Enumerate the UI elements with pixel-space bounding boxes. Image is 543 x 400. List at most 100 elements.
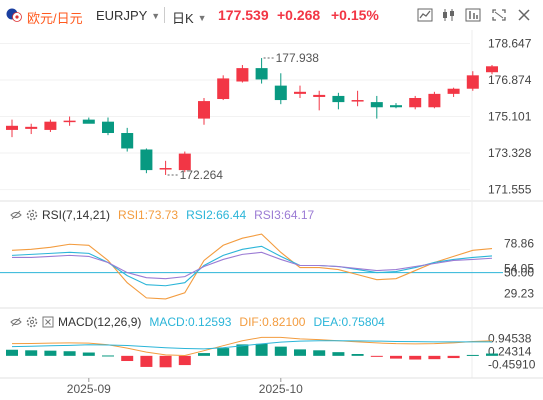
timeframe-label: 日K [172, 11, 194, 26]
dif-value: DIF:0.82100 [239, 315, 306, 329]
rsi-line-rsi1 [11, 233, 493, 300]
price-tick-label: 175.101 [488, 110, 532, 124]
delete-indicator-icon[interactable] [42, 316, 54, 328]
candle-body [332, 95, 345, 103]
candle-body [140, 149, 153, 171]
macd-dif-line [11, 336, 493, 356]
symbol-selector[interactable]: EURJPY ▼ [96, 8, 160, 23]
macd-histogram-bar [25, 350, 38, 356]
macd-histogram-bar [428, 355, 441, 360]
macd-histogram-bar [409, 355, 422, 360]
price-tick-label: 171.555 [488, 183, 532, 197]
macd-histogram-bar [217, 348, 230, 356]
macd-title: MACD(12,26,9) [58, 315, 142, 329]
candle-body [236, 68, 249, 82]
timeframe-selector[interactable]: 日K ▼ [172, 8, 207, 27]
macd-histogram-bar [63, 351, 76, 356]
candle-body [217, 78, 230, 100]
symbol-code: EURJPY [96, 8, 148, 23]
rsi3-value: RSI3:64.17 [254, 208, 315, 222]
candle-body [428, 93, 441, 108]
macd-histogram-bar [332, 352, 345, 356]
indicator-settings-icon[interactable] [26, 316, 38, 328]
macd-histogram-bar [351, 354, 364, 356]
hide-indicator-icon[interactable] [10, 316, 22, 328]
price-tick-label: 176.874 [488, 73, 532, 87]
rsi2-value: RSI2:66.44 [186, 208, 247, 222]
chevron-down-icon: ▼ [197, 12, 207, 23]
macd-tick-label: 0.24314 [488, 344, 532, 358]
candle-body [178, 153, 191, 171]
macd-histogram-bar [198, 353, 210, 356]
chevron-down-icon: ▼ [151, 10, 161, 21]
max-price-annotation: 177.938 [276, 51, 320, 65]
candle-body [25, 126, 38, 129]
line-chart-icon[interactable] [417, 8, 433, 22]
fullscreen-icon[interactable] [491, 8, 507, 22]
candle-body [486, 66, 498, 73]
rsi-tick-label: 78.86 [504, 236, 534, 250]
header-bar: 欧元/日元 EURJPY ▼ 日K ▼ 177.539 +0.268 +0.15… [0, 0, 543, 30]
candle-body [351, 100, 364, 102]
candle-body [63, 120, 76, 123]
macd-histogram-bar [82, 352, 95, 356]
price-tick-label: 178.647 [488, 36, 532, 50]
macd-histogram-bar [390, 355, 402, 359]
candle-body [82, 119, 95, 124]
candle-body [6, 125, 18, 130]
indicator-settings-icon[interactable] [26, 209, 38, 221]
macd-histogram-bar [313, 350, 326, 356]
rsi-label-row: RSI(7,14,21) RSI1:73.73 RSI2:66.44 RSI3:… [10, 208, 314, 222]
candle-body [370, 102, 383, 108]
macd-tick-label: 0.94538 [488, 331, 532, 345]
macd-histogram-bar [236, 344, 249, 356]
macd-histogram-bar [447, 355, 460, 359]
candle-body [274, 85, 287, 101]
macd-histogram-bar [140, 355, 153, 367]
macd-histogram-bar [294, 349, 306, 356]
price-change: +0.268 [277, 7, 321, 23]
x-tick-label: 2025-10 [259, 382, 303, 396]
rsi-line-rsi2 [11, 245, 493, 287]
macd-histogram-bar [44, 350, 57, 356]
candle-body [255, 68, 268, 80]
hide-indicator-icon[interactable] [10, 209, 22, 221]
candle-body [390, 105, 402, 108]
macd-tick-label: -0.45910 [488, 357, 536, 371]
current-price: 177.539 [218, 7, 269, 23]
macd-histogram-bar [159, 355, 172, 368]
candle-body [121, 133, 134, 149]
rsi-title: RSI(7,14,21) [42, 208, 111, 222]
macd-histogram-bar [255, 343, 268, 356]
candle-body [447, 88, 460, 94]
rsi-line-rsi3 [12, 251, 493, 280]
macd-histogram-bar [6, 349, 18, 356]
candle-body [159, 168, 172, 170]
rsi-tick-label: 50.00 [504, 266, 534, 280]
rsi-tick-label: 54.05 [504, 261, 534, 275]
candlestick-icon[interactable] [441, 8, 457, 22]
macd-histogram-bar [102, 355, 114, 357]
candle-body [44, 121, 57, 130]
rsi1-value: RSI1:73.73 [118, 208, 179, 222]
macd-dea-line [11, 340, 493, 350]
pair-label: 欧元/日元 [27, 11, 83, 26]
min-price-annotation: 172.264 [180, 168, 224, 182]
close-icon[interactable] [516, 8, 532, 22]
candle-body [102, 121, 114, 134]
macd-histogram-bar [178, 355, 191, 366]
indicators-icon[interactable] [465, 8, 481, 22]
macd-histogram-bar [486, 353, 498, 356]
macd-histogram-bar [466, 354, 479, 356]
candle-body [198, 101, 210, 119]
candle-body [313, 94, 326, 97]
macd-label-row: MACD(12,26,9) MACD:0.12593 DIF:0.82100 D… [10, 315, 385, 329]
price-tick-label: 173.328 [488, 146, 532, 160]
macd-value: MACD:0.12593 [149, 315, 232, 329]
candle-body [294, 91, 306, 94]
divider [164, 7, 165, 23]
candle-body [409, 97, 422, 108]
rsi-tick-label: 29.23 [504, 287, 534, 301]
euro-flag-icon [6, 8, 22, 22]
